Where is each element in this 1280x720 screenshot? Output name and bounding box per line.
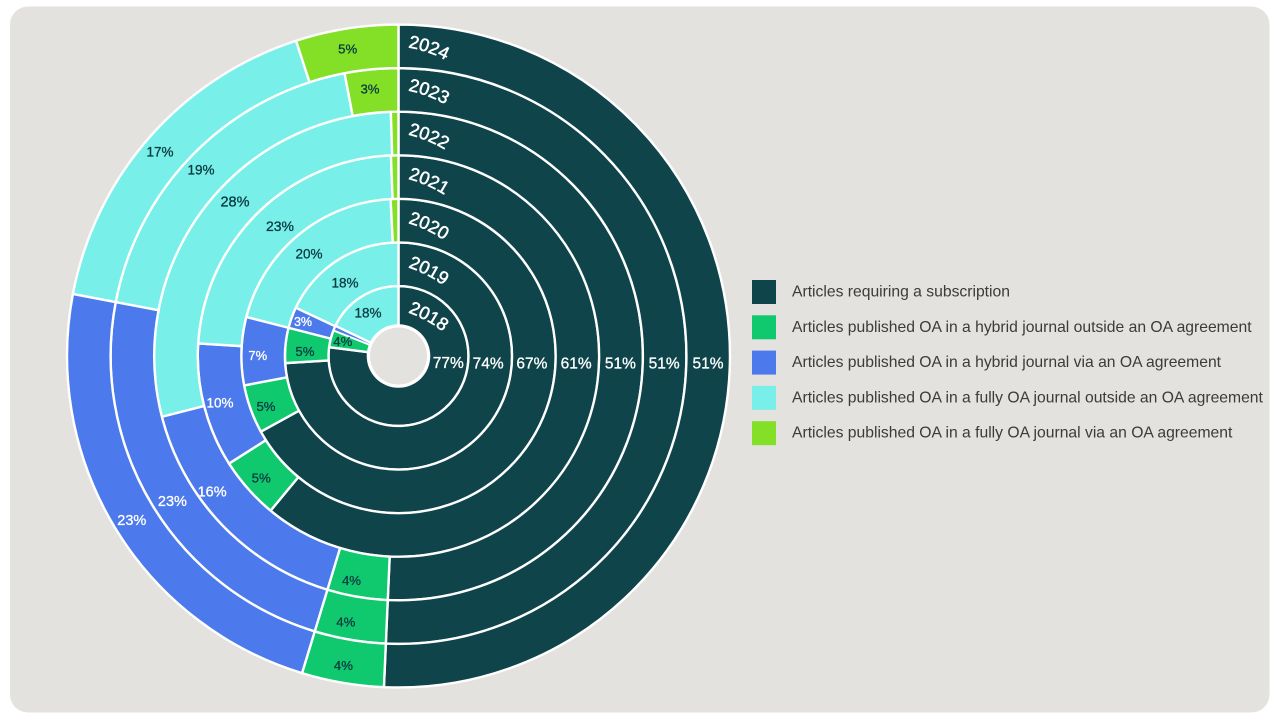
svg-text:19%: 19% (187, 163, 214, 178)
svg-text:20%: 20% (295, 247, 322, 262)
svg-text:4%: 4% (333, 334, 352, 349)
svg-text:5%: 5% (338, 41, 357, 56)
svg-text:5%: 5% (252, 470, 271, 485)
svg-text:67%: 67% (516, 356, 547, 373)
svg-text:4%: 4% (334, 658, 353, 673)
svg-text:23%: 23% (117, 513, 146, 529)
svg-text:23%: 23% (158, 494, 187, 510)
svg-text:Articles published OA in a ful: Articles published OA in a fully OA jour… (792, 425, 1233, 442)
svg-text:3%: 3% (360, 82, 379, 97)
svg-text:51%: 51% (605, 356, 636, 373)
svg-text:Articles published OA in a hyb: Articles published OA in a hybrid journa… (792, 319, 1252, 336)
svg-text:51%: 51% (692, 356, 723, 373)
svg-text:Articles published OA in a ful: Articles published OA in a fully OA jour… (792, 389, 1264, 406)
svg-text:17%: 17% (146, 145, 173, 160)
svg-text:Articles published OA in a hyb: Articles published OA in a hybrid journa… (792, 354, 1222, 371)
svg-text:Articles requiring a subscript: Articles requiring a subscription (792, 284, 1010, 301)
svg-text:5%: 5% (256, 399, 275, 414)
svg-text:3%: 3% (294, 315, 312, 329)
svg-text:74%: 74% (473, 356, 504, 373)
svg-text:61%: 61% (561, 356, 592, 373)
svg-text:28%: 28% (220, 195, 249, 211)
svg-text:5%: 5% (295, 344, 314, 359)
svg-text:4%: 4% (342, 573, 361, 588)
svg-text:18%: 18% (354, 306, 381, 321)
svg-text:23%: 23% (266, 218, 294, 234)
svg-text:18%: 18% (331, 276, 358, 291)
svg-text:7%: 7% (248, 348, 267, 363)
svg-text:51%: 51% (649, 356, 680, 373)
svg-text:16%: 16% (198, 484, 227, 500)
svg-text:77%: 77% (433, 355, 464, 372)
svg-text:10%: 10% (206, 396, 233, 411)
svg-text:4%: 4% (336, 614, 355, 629)
